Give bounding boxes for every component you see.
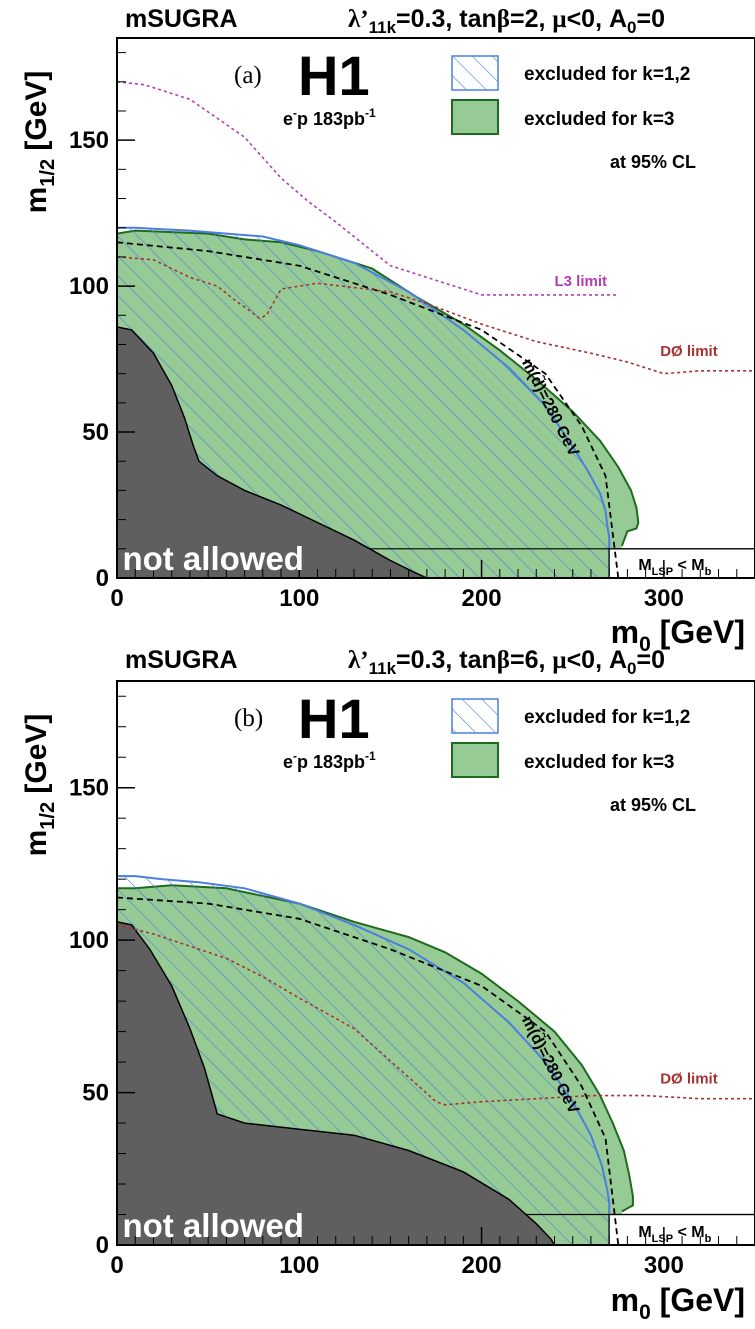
legend-fill-swatch [451,742,499,778]
panel-a-label: (a) [234,62,262,89]
y-tick-label: 50 [82,1080,109,1107]
y-tick-label: 150 [69,127,109,154]
lsp-condition-label: MLSP < Mb [638,1224,711,1245]
y-tick-label: 100 [69,927,109,954]
d0-limit-label: DØ limit [660,1070,718,1087]
plot-frame [116,37,755,579]
panel-b: mSUGRA λ’11k=0.3, tanβ=6, μ<0, A0=0 0 100… [20,646,755,1324]
panel-a-legend: excluded for k=1,2 excluded for k=3 at 9… [451,55,696,172]
x-tick-label: 200 [462,585,502,612]
squark-mass-contour [117,896,620,1245]
legend-k12-label: excluded for k=1,2 [524,707,690,728]
y-tick-label: 0 [96,1232,109,1259]
legend-cl-label: at 95% CL [610,795,696,815]
legend-cl-label: at 95% CL [610,152,696,172]
x-tick-label: 0 [110,585,123,612]
panel-b-dataset: e-p 183pb-1 [283,749,376,772]
excluded-k12-boundary [117,875,611,1245]
x-tick-label: 0 [110,1252,123,1279]
panel-b-xlabel: m0 [GeV] [611,1282,745,1324]
panel-b-ylabel: m1/2 [GeV] [20,714,59,857]
panel-a-parameters: λ’11k=0.3, tanβ=2, μ<0, A0=0 [348,5,665,37]
panel-b-label: (b) [234,705,263,732]
not-allowed-label: not allowed [122,540,304,577]
not-allowed-region [117,921,556,1245]
legend-k3-label: excluded for k=3 [524,109,674,130]
x-tick-label: 300 [644,585,684,612]
panel-a-dataset: e-p 183pb-1 [283,106,376,129]
lsp-condition-label: MLSP < Mb [638,557,711,578]
squark-mass-contour [117,241,620,578]
plot-frame [116,680,755,1246]
not-allowed-label: not allowed [122,1207,304,1244]
y-tick-label: 100 [69,273,109,300]
legend-hatch-swatch [451,698,499,734]
legend-fill-swatch [451,99,499,135]
y-tick-label: 50 [82,419,109,446]
panel-a-scenario: mSUGRA [125,5,238,33]
x-tick-label: 200 [462,1252,502,1279]
panel-a-ylabel: m1/2 [GeV] [20,71,59,214]
x-tick-label: 300 [644,1252,684,1279]
panel-b-parameters: λ’11k=0.3, tanβ=6, μ<0, A0=0 [348,646,665,678]
y-tick-label: 0 [96,565,109,592]
legend-k3-label: excluded for k=3 [524,752,674,773]
panel-a: mSUGRA λ’11k=0.3, tanβ=2, μ<0, A0=0 0 100… [20,5,755,656]
d0-limit-label: DØ limit [660,343,718,360]
panel-b-scenario: mSUGRA [125,646,238,674]
d0-limit-line [117,256,755,375]
panel-a-experiment: H1 [298,44,370,107]
y-tick-label: 150 [69,775,109,802]
panel-b-experiment: H1 [298,687,370,750]
panel-a-xlabel: m0 [GeV] [611,614,745,656]
x-tick-label: 100 [279,1252,319,1279]
legend-k12-label: excluded for k=1,2 [524,64,690,85]
panel-b-legend: excluded for k=1,2 excluded for k=3 at 9… [451,698,696,815]
x-tick-label: 100 [279,585,319,612]
l3-limit-label: L3 limit [554,273,607,290]
d0-limit-line [117,924,755,1106]
plot-area [117,81,755,578]
not-allowed-region [117,326,428,578]
legend-hatch-swatch [451,55,499,91]
plot-area [117,875,755,1245]
excluded-k12-boundary [117,226,611,578]
l3-limit-line [117,81,619,296]
